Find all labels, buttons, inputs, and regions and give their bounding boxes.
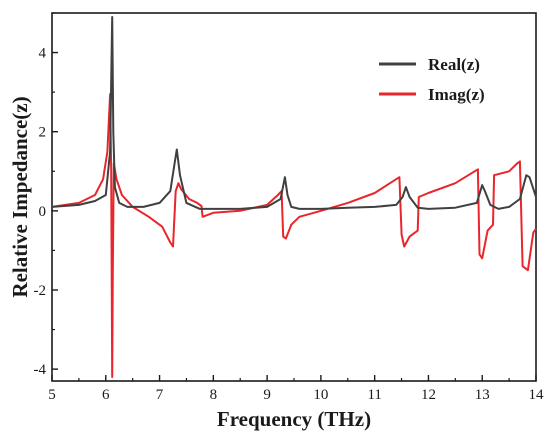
x-tick-label: 8 <box>210 387 218 403</box>
x-tick-label: 9 <box>263 387 271 403</box>
legend: Real(z) Imag(z) <box>379 55 485 104</box>
y-axis-title: Relative Impedance(z) <box>8 96 32 297</box>
legend-label-imag: Imag(z) <box>428 85 485 104</box>
y-tick-label: -2 <box>34 283 47 299</box>
y-tick-label: -4 <box>34 362 47 378</box>
x-tick-label: 11 <box>367 387 381 403</box>
x-tick-label: 5 <box>48 387 56 403</box>
x-tick-label: 12 <box>421 387 436 403</box>
y-tick-label: 0 <box>39 204 47 220</box>
y-tick-label: 2 <box>39 125 47 141</box>
x-tick-label: 7 <box>156 387 164 403</box>
y-axis-ticks: -4 -2 0 2 4 <box>34 12 58 378</box>
x-axis-title: Frequency (THz) <box>217 407 371 431</box>
legend-label-real: Real(z) <box>428 55 480 74</box>
x-tick-label: 13 <box>475 387 490 403</box>
curves <box>51 16 537 378</box>
x-axis-ticks: 5 6 7 8 9 10 11 12 13 14 <box>48 375 544 403</box>
y-tick-label: 4 <box>39 46 47 62</box>
x-tick-label: 10 <box>313 387 328 403</box>
series-line-real <box>51 16 537 210</box>
x-tick-label: 6 <box>102 387 110 403</box>
x-tick-label: 14 <box>529 387 545 403</box>
series-line-imag <box>51 93 537 378</box>
